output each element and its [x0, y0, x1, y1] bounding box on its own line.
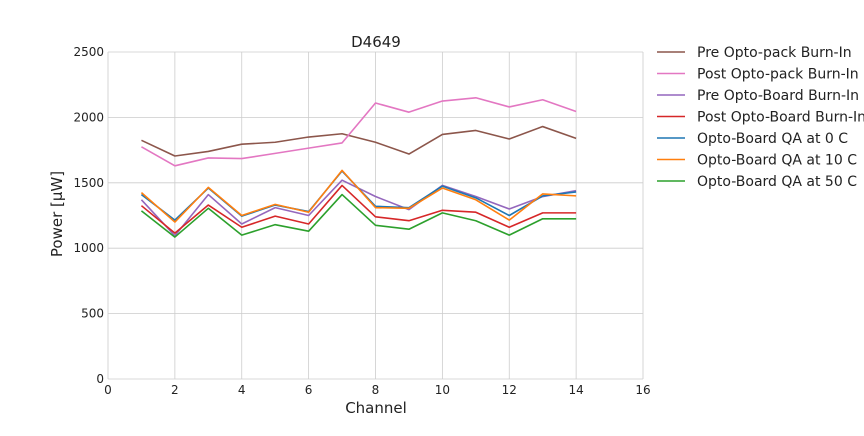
legend-label: Post Opto-pack Burn-In [697, 67, 859, 83]
x-tick-label: 12 [502, 383, 517, 397]
x-axis-label: Channel [345, 399, 407, 417]
legend-label: Opto-Board QA at 50 C [697, 174, 857, 190]
axes: 0 2 4 6 8 10 12 14 16 0 500 1000 1500 2000 2500 [73, 45, 650, 397]
x-tick-label: 4 [238, 383, 246, 397]
legend-label: Pre Opto-Board Burn-In [697, 88, 859, 104]
legend-label: Pre Opto-pack Burn-In [697, 45, 852, 61]
y-tick-label: 2000 [73, 110, 104, 124]
x-tick-label: 14 [568, 383, 583, 397]
series-line [141, 125, 577, 157]
series-line [140, 184, 577, 234]
grid [107, 51, 644, 380]
legend-label: Post Opto-Board Burn-In [697, 110, 864, 126]
x-tick-label: 6 [305, 383, 313, 397]
x-tick-label: 2 [171, 383, 179, 397]
legend-label: Opto-Board QA at 10 C [697, 153, 857, 169]
y-tick-label: 1500 [73, 176, 104, 190]
series-line [140, 169, 577, 223]
x-tick-label: 10 [435, 383, 450, 397]
series-line [141, 96, 577, 167]
y-tick-label: 500 [81, 307, 104, 321]
chart-title: D4649 [351, 33, 401, 51]
x-tick-label: 8 [372, 383, 380, 397]
legend-label: Opto-Board QA at 0 C [697, 131, 848, 147]
y-tick-label: 2500 [73, 45, 104, 59]
x-tick-label: 16 [635, 383, 650, 397]
y-axis-label: Power [μW] [48, 171, 66, 257]
y-tick-label: 1000 [73, 241, 104, 255]
series-line [140, 193, 577, 238]
y-tick-label: 0 [96, 372, 104, 386]
legend: Pre Opto-pack Burn-In Post Opto-pack Burn… [657, 45, 864, 190]
series [140, 96, 577, 238]
x-tick-label: 0 [104, 383, 112, 397]
